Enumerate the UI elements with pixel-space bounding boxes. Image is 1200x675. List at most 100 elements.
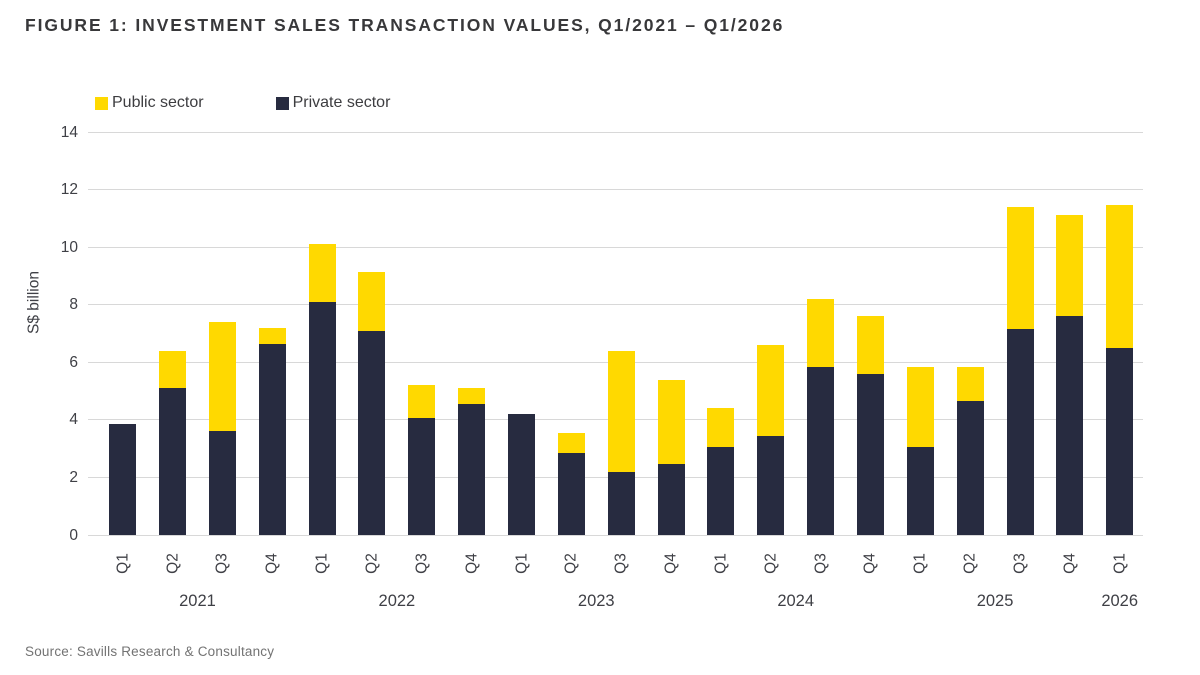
x-axis-tick-label: Q1 [513,553,530,574]
x-axis-tick-label: Q1 [911,553,929,574]
bar-segment-public [208,322,236,432]
bar-segment-private [856,373,884,535]
stacked-bar [1006,206,1034,535]
chart-legend: Public sector Private sector [95,94,390,112]
legend-label: Private sector [292,94,391,111]
gridline [88,534,1143,536]
stacked-bar [607,350,635,535]
bar-segment-private [956,401,984,535]
bar-segment-public [956,366,984,402]
stacked-bar [956,366,984,535]
x-axis-tick-label: Q2 [762,553,780,574]
bar-segment-private [807,366,835,535]
stacked-bar [458,388,486,535]
x-axis-tick-label: Q3 [812,553,830,574]
bar-segment-private [607,471,635,535]
year-group-label: 2023 [577,592,615,610]
bar-segment-public [1006,206,1034,330]
bar-segment-private [557,452,585,535]
x-axis-tick-label: Q1 [114,553,132,574]
bar-segment-private [109,424,137,535]
x-axis-tick-label: Q1 [1111,553,1129,574]
bar-segment-public [358,271,386,331]
stacked-bar [1056,215,1084,535]
stacked-bar [906,366,934,535]
bar-segment-private [208,431,236,535]
y-axis-tick-label: 2 [69,468,78,486]
stacked-bar [657,379,685,535]
stacked-bar [358,271,386,535]
source-note: Source: Savills Research & Consultancy [25,644,275,659]
stacked-bar [109,424,137,535]
bar-segment-private [258,343,286,535]
x-axis-tick-label: Q4 [463,553,481,574]
bar-segment-public [807,298,835,367]
bar-segment-private [458,404,486,535]
y-axis-tick-label: 12 [60,181,78,199]
bar-segment-public [856,316,884,374]
gridline [88,189,1143,191]
plot-area: 0 2 4 6 8 10 12 14 S$ billion Q1 Q2 Q3 Q4 Q1 Q2 Q3 Q4 Q1 Q… [26,124,1143,610]
gridline [88,246,1143,248]
year-group-label: 2021 [179,592,216,610]
y-axis-tick-label: 4 [69,411,78,429]
bar-segment-private [906,447,934,535]
stacked-bar [508,414,535,535]
bar-segment-public [707,408,735,448]
x-axis-tick-label: Q2 [961,553,979,574]
bar-segment-private [508,414,535,535]
year-group-label: 2026 [1101,592,1139,610]
bar-segment-public [1106,205,1134,348]
x-axis-tick-label: Q4 [861,553,879,574]
stacked-bar [856,316,884,535]
y-axis-title: S$ billion [25,270,43,334]
y-axis-tick-label: 14 [60,123,78,141]
bar-segment-private [358,330,386,535]
bar-segment-private [1106,347,1134,535]
bar-segment-private [707,447,735,535]
bar-segment-public [557,432,585,453]
year-group-label: 2025 [976,592,1014,610]
x-axis-tick-label: Q2 [164,553,182,574]
stacked-bar [308,244,336,535]
bar-segment-public [308,244,336,302]
bar-segment-private [159,388,187,535]
bar-segment-public [657,379,685,465]
y-axis-tick-label: 6 [69,353,78,371]
legend-label: Public sector [112,94,204,111]
legend-swatch-icon [95,96,108,110]
gridline [88,304,1143,306]
legend-swatch-icon [275,96,289,110]
y-axis-tick-label: 8 [69,296,78,314]
gridline [88,131,1143,133]
x-axis-tick-label: Q3 [213,553,231,574]
y-axis-tick-label: 10 [60,238,78,256]
bar-segment-private [757,435,785,535]
bar-segment-public [458,388,486,405]
bar-segment-public [607,350,635,472]
x-axis-tick-label: Q4 [263,553,281,574]
bar-segment-public [1056,215,1084,317]
stacked-bar [159,350,187,535]
stacked-bar [208,322,236,535]
stacked-bar [707,408,735,535]
bar-segment-public [159,350,187,389]
x-axis-tick-label: Q1 [712,553,730,574]
bar-segment-private [1056,316,1084,535]
stacked-bar [557,432,585,535]
legend-item: Private sector [275,94,391,112]
year-group-label: 2024 [777,592,815,610]
bar-segment-public [757,345,785,436]
stacked-bar [258,327,286,535]
legend-item: Public sector [95,94,204,112]
bar-segment-public [408,385,436,419]
x-axis-tick-label: Q3 [1011,553,1029,574]
figure-title: FIGURE 1: INVESTMENT SALES TRANSACTION V… [25,15,785,35]
x-axis-tick-label: Q4 [1061,553,1079,574]
bar-segment-public [258,327,286,344]
bar-segment-private [408,418,436,535]
x-axis-tick-label: Q4 [662,553,680,574]
x-axis-tick-label: Q1 [313,553,331,574]
x-axis-tick-label: Q2 [562,553,580,574]
